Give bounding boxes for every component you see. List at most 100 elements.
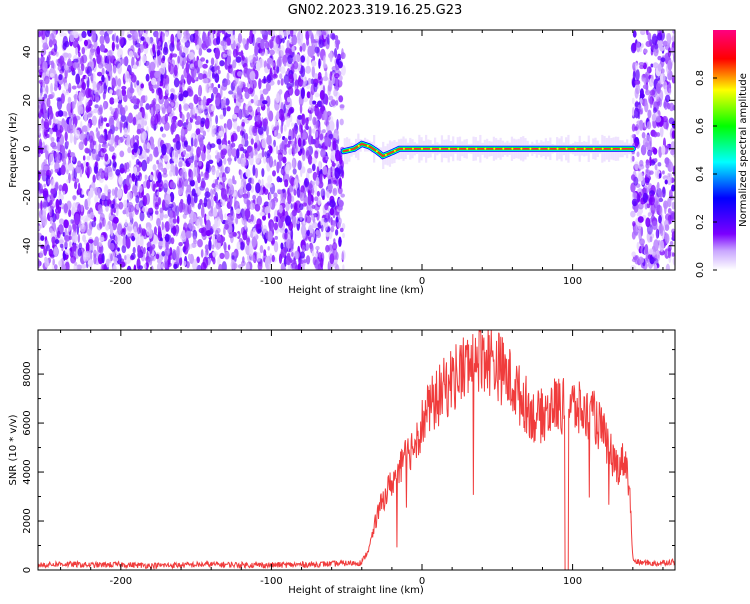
heatmap-cell xyxy=(101,192,106,201)
heatmap-cell xyxy=(633,224,639,237)
heatmap-cell xyxy=(249,202,256,210)
heatmap-cell xyxy=(670,149,675,156)
heatmap-cell xyxy=(214,73,220,83)
heatmap-cell xyxy=(337,213,341,220)
heatmap-cell xyxy=(126,265,132,270)
heatmap-cell xyxy=(70,255,77,264)
heatmap-cell xyxy=(217,256,221,266)
heatmap-cell xyxy=(638,202,644,210)
heatmap-cell xyxy=(105,122,110,127)
heatmap-cell xyxy=(50,188,56,195)
heatmap-cell xyxy=(242,38,247,45)
heatmap-cell xyxy=(87,190,92,201)
heatmap-cell xyxy=(650,74,654,83)
heatmap-cell xyxy=(78,52,81,58)
heatmap-cell xyxy=(212,206,218,218)
heatmap-cell xyxy=(669,102,675,112)
signal-speck xyxy=(511,147,514,150)
heatmap-cell xyxy=(656,83,662,95)
heatmap-cell xyxy=(66,124,71,134)
heatmap-cell xyxy=(109,89,113,95)
heatmap-cell xyxy=(229,193,233,206)
heatmap-cell xyxy=(264,257,269,269)
snr-y-ticks: 0 2000 4000 6000 8000 xyxy=(22,349,675,573)
heatmap-cell xyxy=(121,30,125,37)
heatmap-cell xyxy=(320,188,326,199)
heatmap-cell xyxy=(49,128,53,135)
heatmap-cell xyxy=(671,201,675,210)
heatmap-cell xyxy=(187,203,192,215)
heatmap-cell xyxy=(314,252,318,258)
heatmap-cell xyxy=(212,257,216,265)
heatmap-cell xyxy=(138,185,143,193)
heatmap-cell xyxy=(252,56,257,66)
y-tick-label: 8000 xyxy=(22,361,33,386)
heatmap-cell xyxy=(305,255,311,265)
signal-speck xyxy=(574,147,577,150)
heatmap-cell xyxy=(146,179,151,189)
heatmap-cell xyxy=(290,228,294,240)
heatmap-cell xyxy=(129,211,133,221)
heatmap-cell xyxy=(216,152,222,162)
heatmap-cell xyxy=(69,241,72,248)
heatmap-cell xyxy=(60,93,65,104)
heatmap-cell xyxy=(235,56,242,63)
heatmap-cell xyxy=(299,192,305,202)
heatmap-cell xyxy=(176,245,180,258)
heatmap-cell xyxy=(68,163,74,171)
heatmap-cell xyxy=(658,197,664,203)
heatmap-cell xyxy=(42,199,48,209)
heatmap-cell xyxy=(274,120,280,132)
heatmap-cell xyxy=(64,249,71,255)
heatmap-cell xyxy=(208,87,212,93)
heatmap-cell xyxy=(244,208,251,220)
heatmap-cell xyxy=(306,84,311,90)
heatmap-cell xyxy=(268,222,272,231)
signal-speck xyxy=(493,147,496,150)
heatmap-cell xyxy=(266,106,271,118)
heatmap-cell xyxy=(292,73,298,82)
heatmap-cell xyxy=(634,62,639,71)
heatmap-cell xyxy=(91,115,97,126)
heatmap-cell xyxy=(58,74,63,81)
heatmap-cell xyxy=(637,171,642,181)
heatmap-cell xyxy=(112,265,117,270)
heatmap-cell xyxy=(246,145,253,153)
heatmap-cell xyxy=(223,157,227,165)
heatmap-cell xyxy=(220,236,226,243)
heatmap-cell xyxy=(230,134,235,143)
heatmap-cell xyxy=(220,86,223,99)
heatmap-cell xyxy=(669,71,673,79)
heatmap-cell xyxy=(280,44,285,57)
heatmap-cell xyxy=(218,130,224,137)
heatmap-cell xyxy=(649,96,653,109)
heatmap-cell xyxy=(333,72,340,79)
spectrogram-y-label: Frequency (Hz) xyxy=(8,112,19,188)
heatmap-cell xyxy=(254,167,259,179)
colorbar-label: Normalized spectral amplitude xyxy=(738,73,749,227)
heatmap-cell xyxy=(649,236,653,243)
heatmap-cell xyxy=(247,105,253,113)
heatmap-cell xyxy=(161,133,167,138)
heatmap-cell xyxy=(137,227,141,235)
heatmap-cell xyxy=(219,252,225,260)
heatmap-cell xyxy=(631,123,636,132)
heatmap-cell xyxy=(651,113,657,122)
heatmap-cell xyxy=(141,131,147,141)
heatmap-cell xyxy=(287,54,293,65)
signal-speck xyxy=(430,147,433,150)
heatmap-cell xyxy=(638,61,645,67)
heatmap-cell xyxy=(66,102,71,113)
heatmap-cell xyxy=(204,191,211,199)
heatmap-cell xyxy=(228,232,234,239)
heatmap-cell xyxy=(105,224,110,231)
heatmap-cell xyxy=(153,192,157,202)
heatmap-cell xyxy=(323,55,326,67)
heatmap-cell xyxy=(147,207,153,213)
heatmap-cell xyxy=(253,94,259,106)
heatmap-cell xyxy=(237,33,243,44)
heatmap-cell xyxy=(304,124,309,130)
heatmap-cell xyxy=(205,59,209,64)
heatmap-cell xyxy=(238,143,244,152)
heatmap-cell xyxy=(663,81,668,90)
